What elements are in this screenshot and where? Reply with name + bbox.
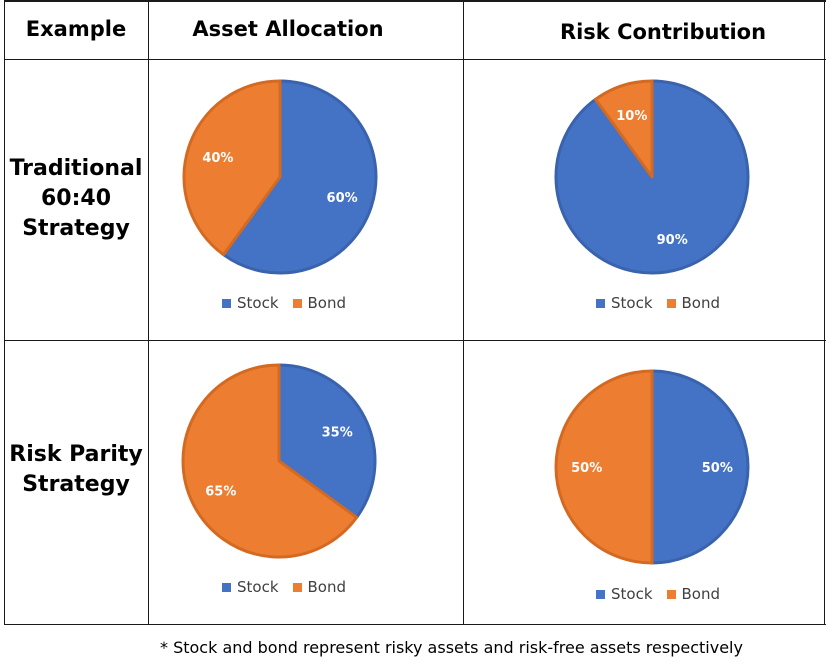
table-border-right	[824, 0, 825, 625]
pie-slice-edge	[554, 369, 654, 565]
pie-slice-edge	[554, 79, 750, 275]
footnote: * Stock and bond represent risky assets …	[160, 638, 743, 657]
legend-swatch-bond	[666, 589, 676, 599]
header-risk-contribution: Risk Contribution	[559, 20, 767, 44]
pie-slice-edge	[650, 369, 750, 565]
legend-label-bond: Bond	[307, 294, 347, 312]
pie-slice-edge	[594, 79, 654, 179]
row-label-line: Strategy	[22, 216, 130, 241]
row-label-traditional: Traditional 60:40 Strategy	[4, 154, 148, 244]
table-col-divider-2	[463, 0, 464, 625]
legend-item-stock: Stock	[596, 585, 653, 603]
pie-data-label: 50%	[702, 461, 733, 476]
table-border-left	[4, 0, 5, 625]
pie-slice-edge	[182, 79, 282, 257]
legend-item-stock: Stock	[222, 294, 279, 312]
legend-item-stock: Stock	[596, 294, 653, 312]
pie-data-label: 35%	[322, 425, 353, 440]
legend-swatch-bond	[666, 298, 676, 308]
legend-item-bond: Bond	[292, 294, 347, 312]
legend-item-stock: Stock	[222, 578, 279, 596]
legend-swatch-stock	[596, 589, 605, 599]
pie-slice-edge	[277, 363, 377, 519]
pie-slice-edge	[181, 363, 359, 559]
legend-label-stock: Stock	[611, 294, 653, 312]
chart-legend: Stock Bond	[222, 294, 346, 312]
pie-data-label: 40%	[202, 151, 233, 166]
row-label-line: Risk Parity	[9, 442, 143, 467]
table-border-bottom	[4, 624, 826, 625]
pie-data-label: 50%	[571, 461, 602, 476]
legend-swatch-stock	[222, 298, 231, 308]
legend-swatch-bond	[292, 298, 302, 308]
legend-item-bond: Bond	[666, 585, 721, 603]
pie-slice-stock	[651, 370, 749, 564]
pie-data-label: 65%	[205, 485, 236, 500]
legend-item-bond: Bond	[666, 294, 721, 312]
header-example: Example	[25, 17, 127, 41]
row-label-line: 60:40	[40, 186, 112, 211]
legend-label-bond: Bond	[681, 294, 721, 312]
legend-label-bond: Bond	[307, 578, 347, 596]
row-label-line: Traditional	[9, 156, 143, 181]
legend-label-stock: Stock	[237, 294, 279, 312]
legend-label-stock: Stock	[611, 585, 653, 603]
chart-legend: Stock Bond	[596, 294, 720, 312]
pie-data-label: 90%	[657, 233, 688, 248]
legend-swatch-stock	[596, 298, 605, 308]
row-label-risk-parity: Risk Parity Strategy	[4, 440, 148, 500]
legend-swatch-stock	[222, 582, 231, 592]
table-row-divider	[4, 340, 826, 341]
header-asset-allocation: Asset Allocation	[192, 17, 384, 41]
chart-legend: Stock Bond	[596, 585, 720, 603]
table-header-divider	[4, 59, 826, 60]
pie-data-label: 10%	[616, 109, 647, 124]
legend-item-bond: Bond	[292, 578, 347, 596]
pie-data-label: 60%	[327, 191, 358, 206]
legend-label-stock: Stock	[237, 578, 279, 596]
legend-swatch-bond	[292, 582, 302, 592]
table-col-divider-1	[148, 0, 149, 625]
legend-label-bond: Bond	[681, 585, 721, 603]
row-label-line: Strategy	[22, 472, 130, 497]
table-border-top	[4, 0, 826, 2]
pie-slice-edge	[222, 79, 378, 275]
chart-legend: Stock Bond	[222, 578, 346, 596]
